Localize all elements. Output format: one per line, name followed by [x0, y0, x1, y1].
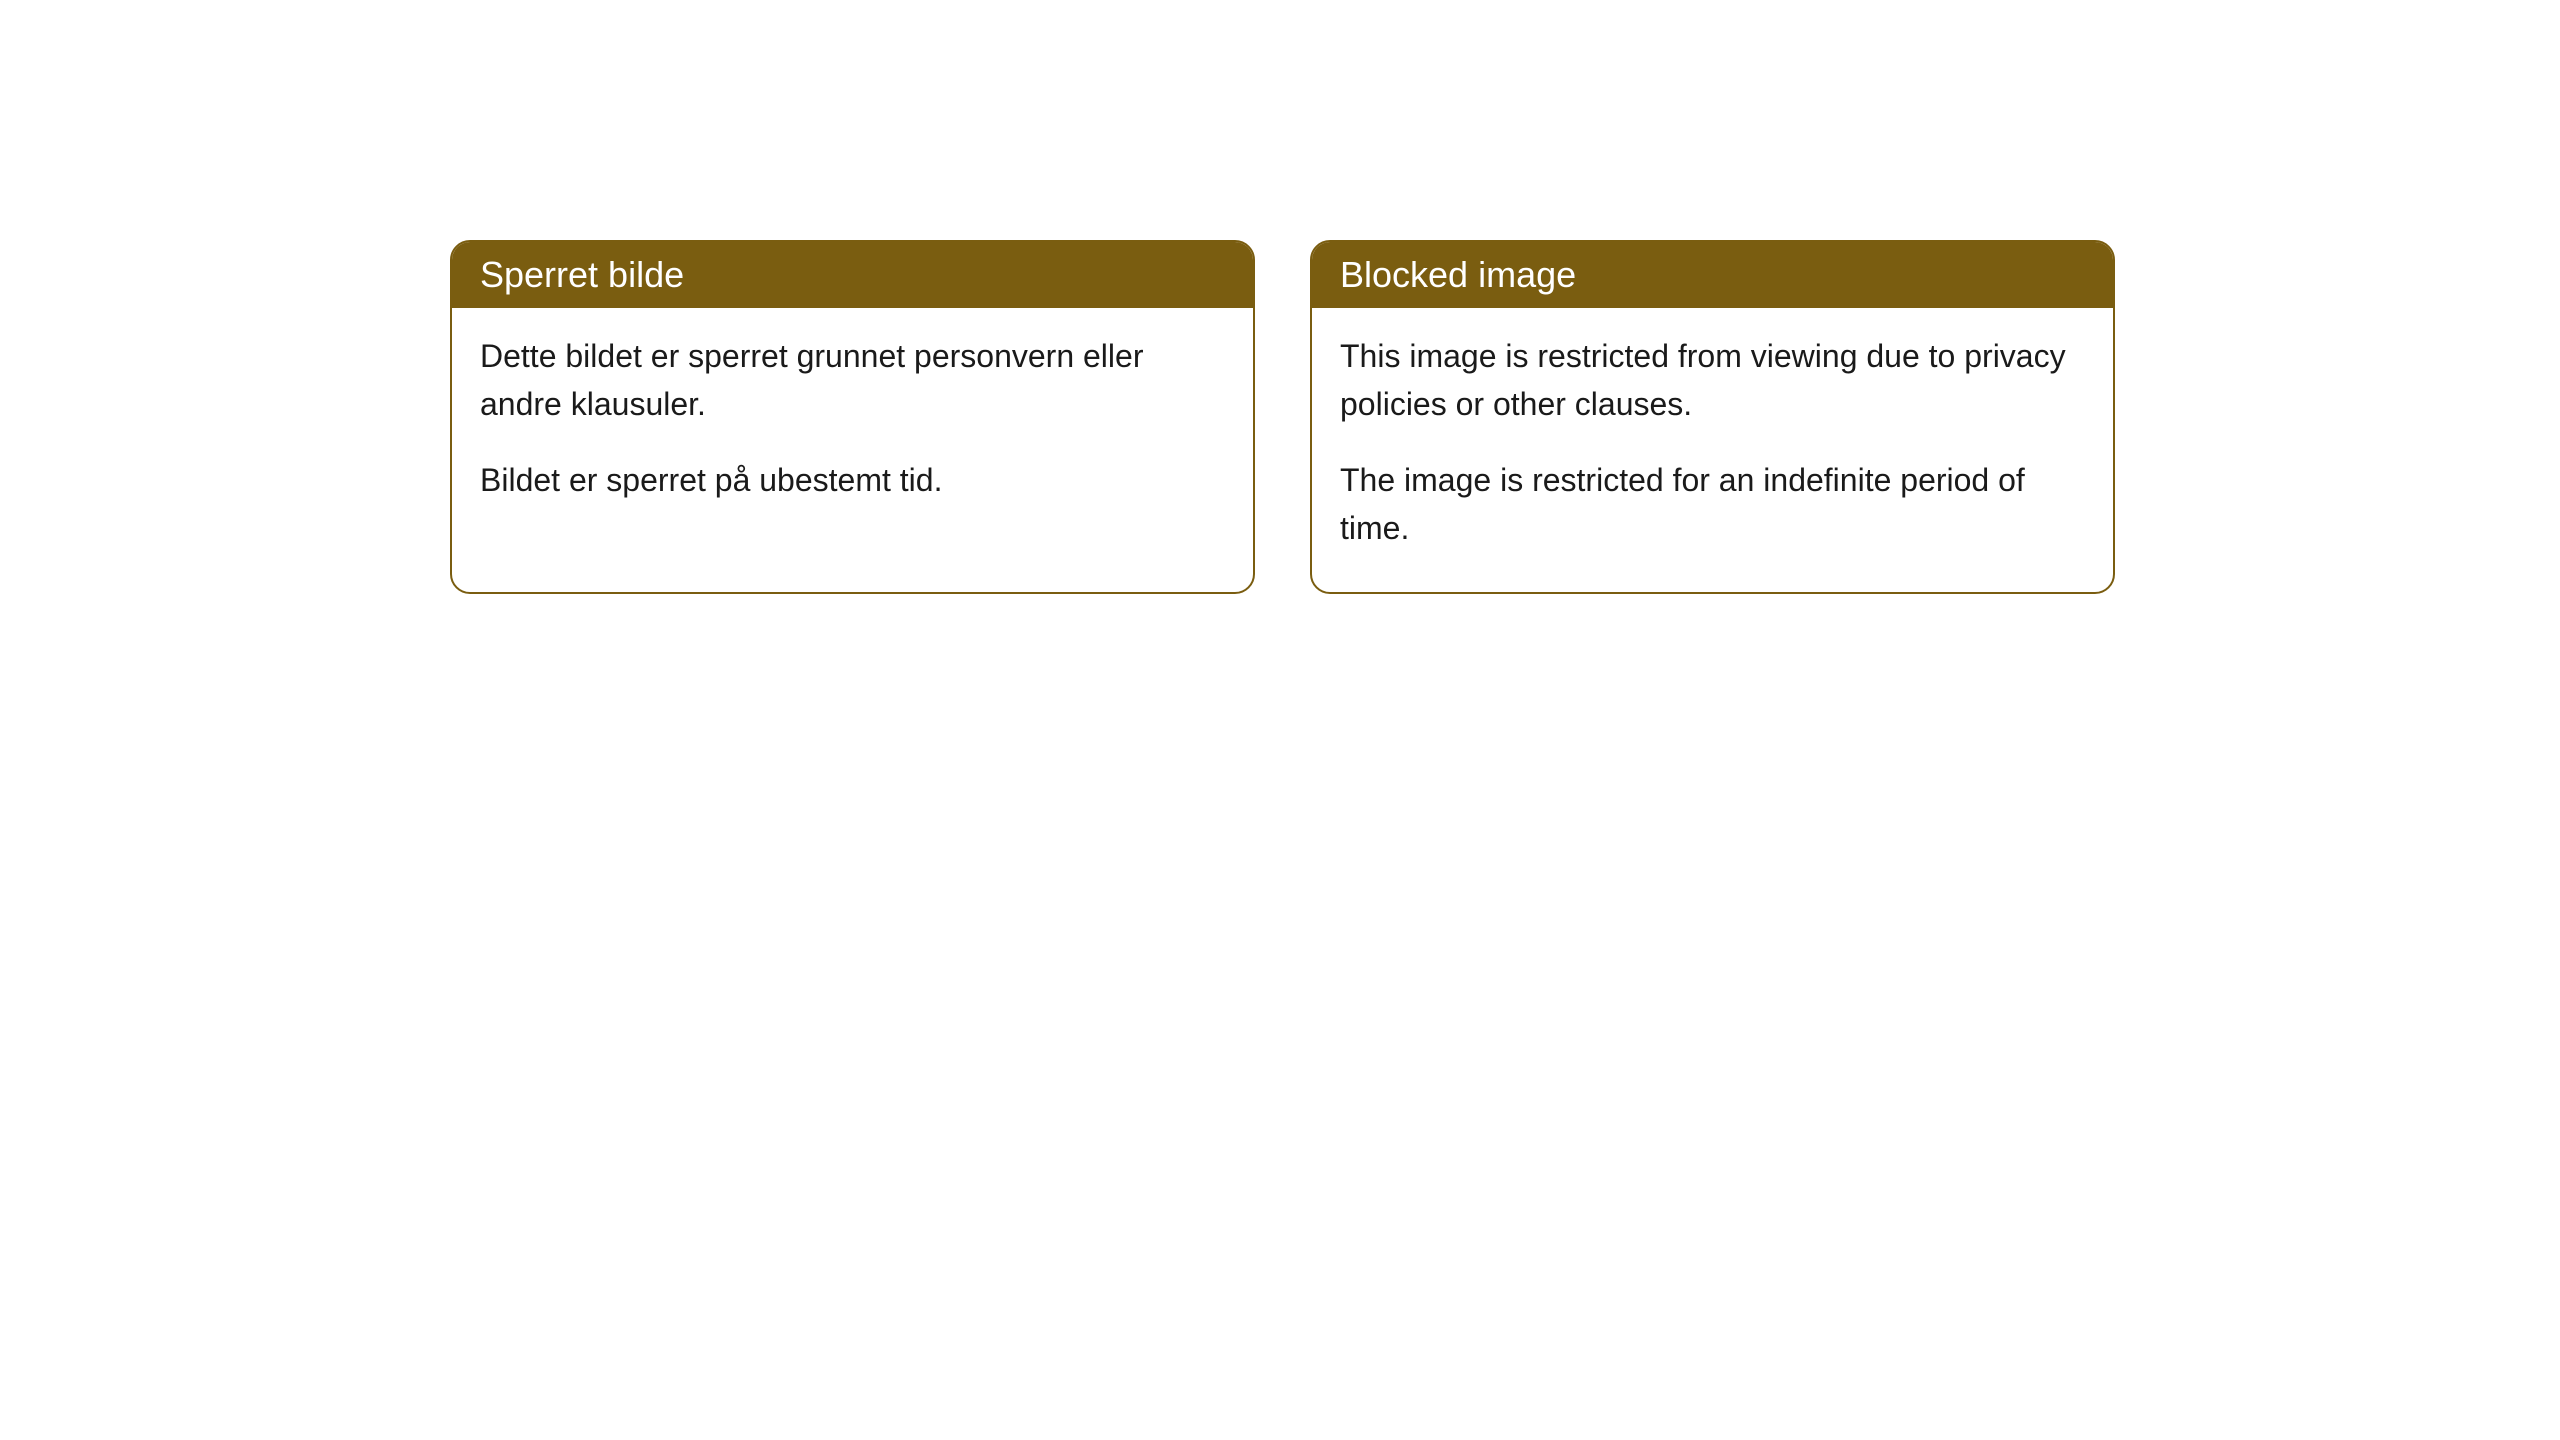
card-body: Dette bildet er sperret grunnet personve… — [452, 308, 1253, 544]
card-paragraph: Dette bildet er sperret grunnet personve… — [480, 332, 1225, 428]
card-paragraph: This image is restricted from viewing du… — [1340, 332, 2085, 428]
card-paragraph: The image is restricted for an indefinit… — [1340, 456, 2085, 552]
card-paragraph: Bildet er sperret på ubestemt tid. — [480, 456, 1225, 504]
cards-container: Sperret bilde Dette bildet er sperret gr… — [450, 240, 2560, 594]
info-card-norwegian: Sperret bilde Dette bildet er sperret gr… — [450, 240, 1255, 594]
card-header: Sperret bilde — [452, 242, 1253, 308]
info-card-english: Blocked image This image is restricted f… — [1310, 240, 2115, 594]
card-header: Blocked image — [1312, 242, 2113, 308]
card-body: This image is restricted from viewing du… — [1312, 308, 2113, 592]
